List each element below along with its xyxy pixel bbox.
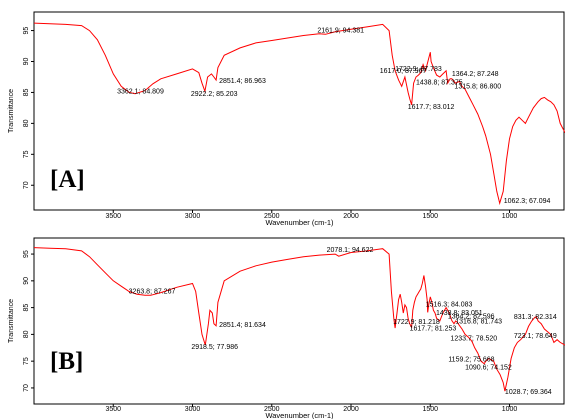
- peak-annotation: 1722.9; 81.218: [393, 319, 440, 326]
- peak-annotation: 2078.1; 94.622: [327, 247, 374, 254]
- y-tick-label: 85: [23, 88, 30, 96]
- x-tick-label: 3000: [185, 213, 201, 220]
- peak-annotation: 1062.3; 67.094: [504, 198, 551, 205]
- x-tick-label: 1000: [502, 213, 518, 220]
- x-tick-label: 3000: [185, 406, 201, 413]
- x-tick-label: 1500: [422, 406, 438, 413]
- x-axis-label: Wavenumber (cm-1): [265, 411, 334, 419]
- y-tick-label: 75: [23, 357, 30, 365]
- peak-annotation: 1617.7; 83.012: [408, 104, 455, 111]
- peak-annotation: 1028.7; 69.364: [505, 389, 552, 396]
- peak-annotation: 723.1; 78.649: [514, 333, 557, 340]
- y-axis-label: Transmittance: [8, 299, 15, 343]
- panel-label: [B]: [50, 348, 83, 375]
- plot-frame: [33, 11, 565, 211]
- panel-b: 3500 3000 2500 2000 1500 1000 70 75 80 85 90 95 Wave…: [8, 237, 565, 419]
- y-tick-label: 95: [23, 250, 30, 258]
- peak-annotation: 1364.2; 82.596: [448, 313, 495, 320]
- peak-annotation: 1364.2; 87.248: [452, 71, 499, 78]
- transmittance-trace: [33, 247, 565, 392]
- x-tick-label: 2500: [264, 213, 280, 220]
- peak-annotation: 2851.4; 86.963: [219, 78, 266, 85]
- y-tick-label: 85: [23, 304, 30, 312]
- peak-annotation: 3362.1; 84.809: [117, 89, 164, 96]
- transmittance-trace: [33, 22, 565, 206]
- peak-annotation: 1159.2; 75.668: [448, 356, 494, 363]
- peak-annotation: 1722.9; 87.783: [395, 66, 442, 73]
- x-tick-label: 3500: [105, 406, 121, 413]
- y-axis-label: Transmittance: [8, 89, 15, 133]
- x-tick-label: 2500: [264, 406, 280, 413]
- peak-annotation: 1617.7; 81.253: [410, 325, 457, 332]
- x-tick-label: 1500: [422, 213, 438, 220]
- peak-annotation: 1233.7; 78.520: [450, 335, 497, 342]
- peak-annotation: 3263.8; 87.267: [129, 288, 176, 295]
- peak-annotation: 1438.8; 83.051: [436, 310, 483, 317]
- peak-annotation: 2918.5; 77.986: [191, 344, 238, 351]
- peak-annotation: 1617.0; 87.967: [380, 68, 427, 75]
- y-tick-label: 75: [23, 150, 30, 158]
- x-tick-label: 2000: [343, 406, 359, 413]
- panel-a: 3500 3000 2500 2000 1500 1000 70 75 80 85 90 95 Wave…: [8, 11, 565, 227]
- peak-annotation: 2851.4; 81.634: [219, 322, 266, 329]
- y-tick-label: 80: [23, 330, 30, 338]
- peak-annotation: 1315.8; 86.800: [454, 83, 501, 90]
- y-tick-label: 90: [23, 277, 30, 285]
- x-tick-label: 3500: [105, 213, 121, 220]
- y-tick-label: 80: [23, 119, 30, 127]
- x-tick-label: 2000: [343, 213, 359, 220]
- peak-annotation: 1090.6; 74.152: [465, 364, 512, 371]
- y-tick-label: 90: [23, 58, 30, 66]
- peak-annotation: 2922.2; 85.203: [191, 91, 238, 98]
- peak-annotation: 1516.3; 84.083: [426, 301, 473, 308]
- peak-annotation: 1316.8; 81.743: [455, 318, 502, 325]
- panel-label: [A]: [50, 166, 85, 193]
- peak-annotation: 1438.8; 87.375: [416, 80, 463, 87]
- x-axis-label: Wavenumber (cm-1): [265, 218, 334, 227]
- plot-frame: [33, 237, 565, 405]
- y-tick-label: 70: [23, 384, 30, 392]
- x-tick-label: 1000: [502, 406, 518, 413]
- peak-annotation: 831.3; 82.314: [514, 314, 557, 321]
- y-tick-label: 70: [23, 181, 30, 189]
- y-tick-label: 95: [23, 27, 30, 35]
- peak-annotation: 2161.9; 94.381: [317, 27, 364, 34]
